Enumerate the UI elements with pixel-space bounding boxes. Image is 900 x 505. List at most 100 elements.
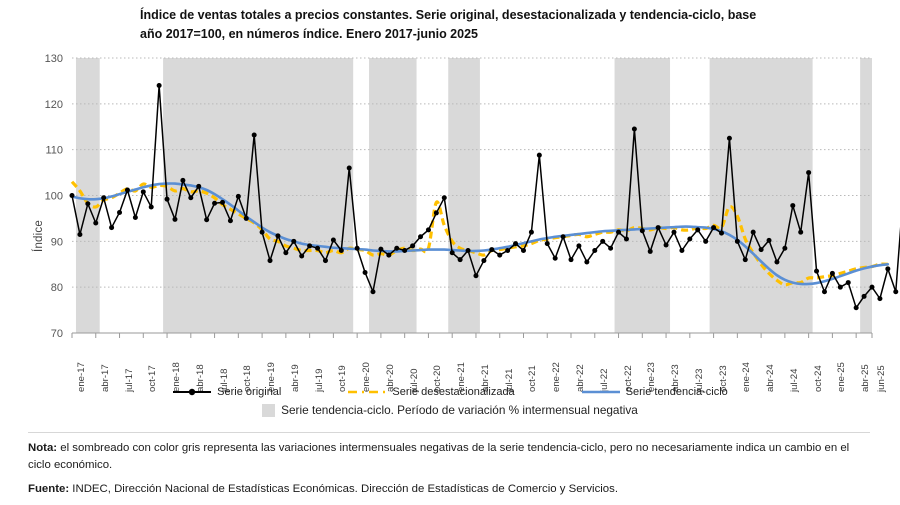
data-point — [505, 248, 511, 253]
legend-label: Serie tendencia-ciclo — [625, 386, 728, 398]
data-point — [790, 203, 796, 209]
data-point — [853, 305, 859, 311]
fuente-text: INDEC, Dirección Nacional de Estadística… — [69, 483, 618, 496]
series-original — [69, 83, 900, 311]
data-point — [354, 245, 360, 251]
y-tick-label: 70 — [51, 328, 63, 340]
data-point — [544, 241, 550, 247]
data-point — [140, 189, 146, 195]
data-point — [93, 220, 99, 226]
data-point — [291, 238, 297, 244]
data-point — [132, 215, 138, 220]
data-point — [243, 215, 249, 221]
series-line — [71, 84, 900, 309]
data-point — [885, 266, 891, 272]
data-point — [188, 195, 194, 201]
data-point — [520, 248, 526, 253]
data-point — [893, 289, 899, 295]
data-point — [227, 218, 233, 224]
y-axis-ticks-group: 70 80 90 100 110 120 130 — [45, 53, 63, 340]
data-point — [726, 135, 732, 141]
data-point — [275, 233, 281, 239]
data-point — [639, 228, 645, 234]
chart-legend: Serie original Serie desestacionalizada … — [0, 386, 900, 417]
fuente-label: Fuente: — [28, 483, 70, 496]
data-point — [204, 217, 210, 223]
data-point — [766, 237, 772, 243]
shaded-band — [75, 58, 100, 333]
data-point — [829, 270, 835, 276]
axis-lines-group — [71, 332, 873, 338]
data-point — [378, 246, 384, 252]
data-point — [623, 236, 629, 242]
data-point — [861, 293, 867, 299]
data-point — [821, 289, 827, 295]
data-point — [338, 248, 344, 253]
data-point — [655, 225, 661, 231]
data-point — [528, 229, 534, 235]
data-point — [425, 227, 431, 233]
data-point — [742, 257, 748, 263]
data-point — [679, 248, 685, 253]
data-point — [647, 248, 653, 254]
y-tick-label: 120 — [45, 99, 63, 111]
y-axis-title: Índice — [33, 220, 45, 252]
data-point — [196, 183, 202, 189]
data-point — [536, 152, 542, 158]
data-point — [346, 165, 352, 171]
y-tick-label: 110 — [45, 145, 63, 157]
data-point — [719, 230, 724, 236]
data-point — [631, 126, 637, 132]
line-icon — [581, 390, 620, 394]
data-point — [124, 187, 130, 193]
data-point — [750, 229, 756, 235]
data-point — [600, 238, 606, 244]
data-point — [695, 227, 701, 233]
data-point — [370, 289, 376, 295]
series-tendencia-ciclo — [70, 182, 890, 286]
data-point — [330, 237, 336, 243]
data-point — [441, 195, 447, 201]
data-series-group — [69, 83, 900, 311]
data-point — [845, 280, 851, 286]
legend-label: Serie tendencia-ciclo. Período de variac… — [281, 403, 638, 417]
data-point — [489, 247, 495, 253]
data-point — [576, 243, 582, 249]
data-point — [497, 252, 503, 258]
data-point — [616, 229, 622, 235]
legend-item-serie-original[interactable]: Serie original — [172, 386, 281, 398]
data-point — [315, 245, 321, 251]
data-point — [837, 284, 843, 290]
data-point — [418, 234, 424, 240]
nota-text: el sombreado con color gris representa l… — [28, 442, 850, 471]
data-point — [402, 248, 408, 253]
data-point — [180, 177, 186, 183]
data-point — [774, 259, 780, 265]
data-point — [592, 248, 598, 253]
data-point — [703, 238, 709, 244]
nota-line: Nota: el sombreado con color gris repres… — [28, 440, 872, 473]
shaded-band — [860, 58, 872, 333]
legend-item-serie-tendencia-ciclo[interactable]: Serie tendencia-ciclo — [581, 386, 728, 398]
data-point — [687, 236, 693, 242]
legend-item-shaded-band[interactable]: Serie tendencia-ciclo. Período de variac… — [262, 403, 638, 417]
data-point — [172, 216, 178, 222]
data-point — [806, 170, 812, 176]
data-point — [394, 245, 400, 251]
data-point — [758, 247, 764, 253]
data-point — [584, 259, 590, 265]
data-point — [568, 257, 574, 263]
data-point — [220, 199, 225, 205]
data-point — [251, 132, 257, 138]
line-marker-icon — [173, 388, 212, 396]
nota-label: Nota: — [28, 442, 58, 454]
data-point — [513, 241, 519, 247]
divider — [28, 432, 870, 433]
footnotes: Nota: el sombreado con color gris repres… — [28, 432, 872, 498]
data-point — [798, 229, 804, 235]
chart-title: Índice de ventas totales a precios const… — [140, 8, 757, 42]
y-tick-label: 130 — [45, 53, 63, 65]
dashed-line-icon — [348, 390, 387, 394]
data-point — [156, 83, 162, 88]
legend-item-serie-desestacionalizada[interactable]: Serie desestacionalizada — [347, 386, 515, 398]
